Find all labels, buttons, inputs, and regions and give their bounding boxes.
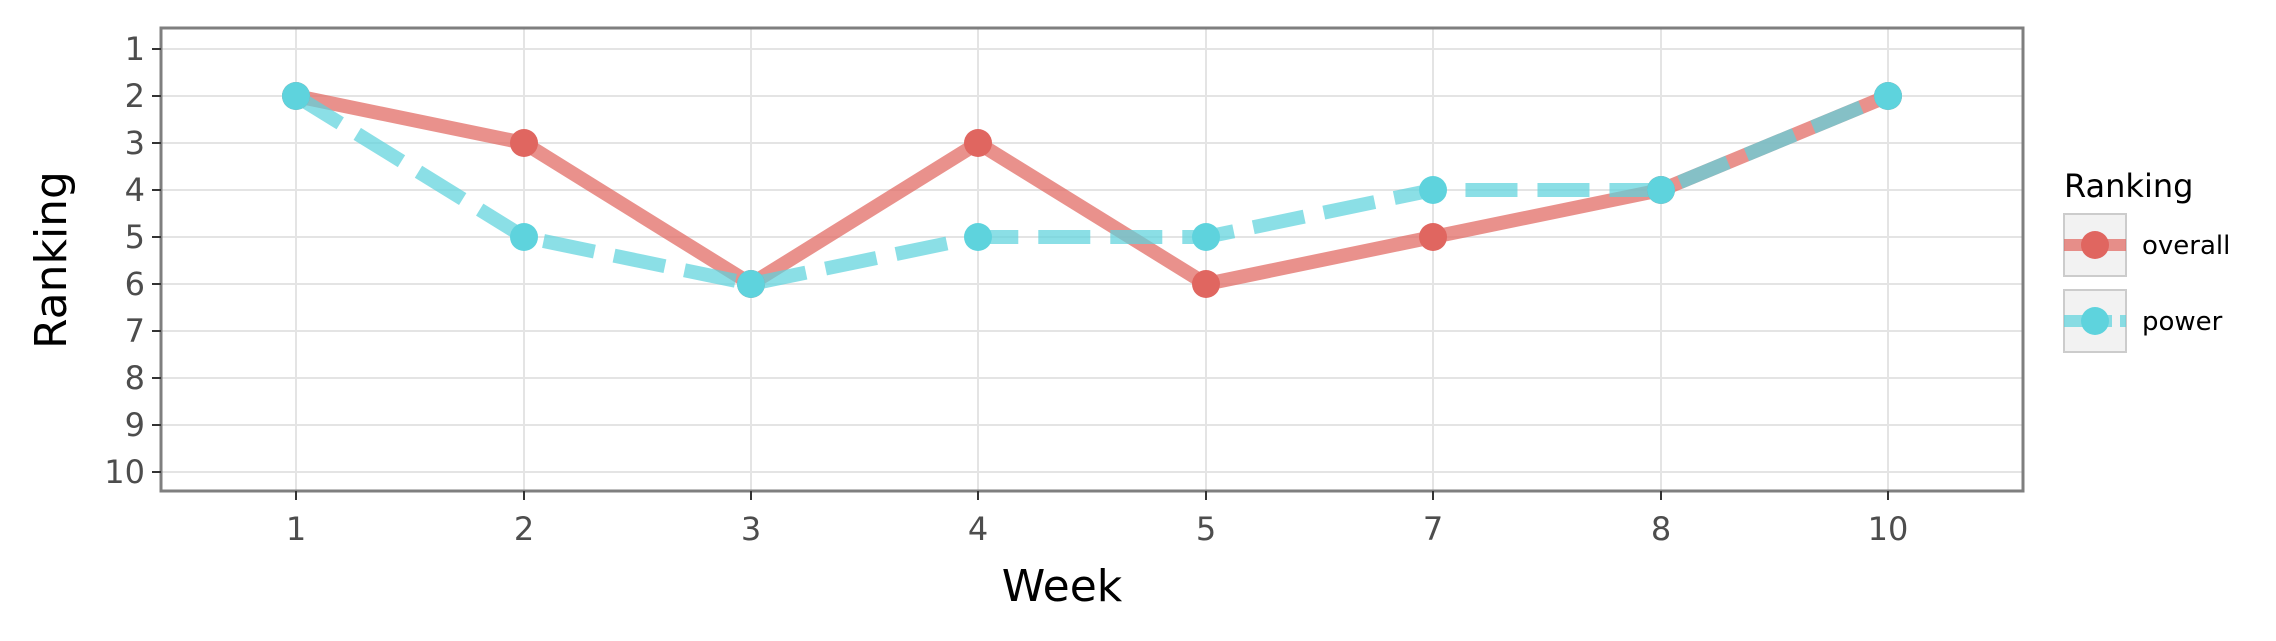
legend-label: power <box>2142 307 2223 337</box>
x-tick-label: 10 <box>1868 510 1909 548</box>
x-tick-label: 8 <box>1651 510 1671 548</box>
data-point-power <box>510 223 538 251</box>
data-point-overall <box>964 129 992 157</box>
legend-key-marker <box>2081 307 2109 335</box>
y-tick-label: 10 <box>104 453 145 491</box>
data-point-power <box>1874 82 1902 110</box>
data-point-overall <box>1419 223 1447 251</box>
y-tick-label: 2 <box>125 77 145 115</box>
x-axis-title: Week <box>1002 561 1123 612</box>
series-points <box>282 82 1902 298</box>
data-point-overall <box>1192 270 1220 298</box>
x-tick-label: 5 <box>1196 510 1216 548</box>
x-axis-ticks: 1 2 3 4 5 7 8 10 <box>286 491 1909 548</box>
x-tick-label: 1 <box>286 510 306 548</box>
grid-lines <box>161 28 2023 491</box>
data-point-power <box>964 223 992 251</box>
y-tick-label: 6 <box>125 265 145 303</box>
data-point-power <box>1647 176 1675 204</box>
series-lines <box>292 89 1891 291</box>
y-tick-label: 7 <box>125 312 145 350</box>
x-tick-label: 2 <box>514 510 534 548</box>
x-tick-label: 7 <box>1423 510 1443 548</box>
legend: Ranking overall power <box>2063 167 2230 353</box>
legend-item-overall: overall <box>2063 213 2230 277</box>
y-axis-title: Ranking <box>26 171 77 349</box>
y-tick-label: 9 <box>125 406 145 444</box>
y-axis-ticks: 1 2 3 4 5 6 7 8 9 10 <box>104 30 161 491</box>
data-point-power <box>282 82 310 110</box>
y-tick-label: 8 <box>125 359 145 397</box>
x-tick-label: 4 <box>968 510 988 548</box>
legend-item-power: power <box>2063 289 2223 353</box>
series-line-power <box>292 89 1891 291</box>
series-line-overall <box>294 89 1891 291</box>
data-point-power <box>1419 176 1447 204</box>
legend-items: overall power <box>2063 213 2230 353</box>
plot-border <box>159 26 2025 493</box>
data-point-power <box>1192 223 1220 251</box>
legend-key-marker <box>2081 231 2109 259</box>
y-tick-label: 1 <box>125 30 145 68</box>
x-tick-label: 3 <box>741 510 761 548</box>
y-tick-label: 3 <box>125 124 145 162</box>
data-point-power <box>737 270 765 298</box>
legend-label: overall <box>2142 231 2230 261</box>
legend-title: Ranking <box>2064 167 2193 205</box>
data-point-overall <box>510 129 538 157</box>
y-tick-label: 5 <box>125 218 145 256</box>
y-tick-label: 4 <box>125 171 145 209</box>
